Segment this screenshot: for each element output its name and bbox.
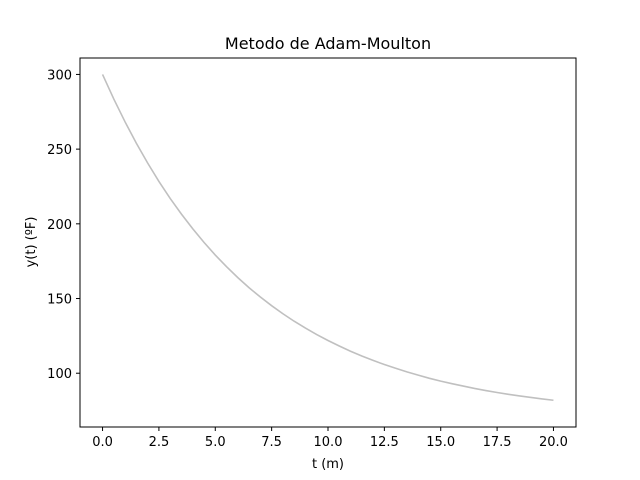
x-tick-label: 12.5	[370, 435, 399, 450]
y-tick-label: 100	[47, 367, 72, 382]
x-tick-label: 5.0	[205, 435, 226, 450]
x-axis-label: t (m)	[312, 457, 344, 472]
y-axis-label: y(t) (ºF)	[24, 217, 39, 268]
series-line	[101, 74, 554, 402]
x-tick-label: 17.5	[483, 435, 512, 450]
x-tick-label: 0.0	[92, 435, 113, 450]
x-axis-ticks: 0.0 2.5 5.0 7.5 10.0 12.5 15.0 17.5 20.0	[92, 427, 568, 450]
plot-area	[80, 58, 576, 427]
chart-title: Metodo de Adam-Moulton	[225, 34, 431, 53]
x-tick-label: 20.0	[539, 435, 568, 450]
y-axis-ticks: 100 150 200 250 300	[47, 68, 80, 382]
y-tick-label: 300	[47, 68, 72, 83]
x-tick-label: 7.5	[261, 435, 282, 450]
y-tick-label: 150	[47, 293, 72, 308]
y-tick-label: 250	[47, 143, 72, 158]
y-tick-label: 200	[47, 218, 72, 233]
x-tick-label: 15.0	[426, 435, 455, 450]
x-tick-label: 10.0	[314, 435, 343, 450]
x-tick-label: 2.5	[149, 435, 170, 450]
